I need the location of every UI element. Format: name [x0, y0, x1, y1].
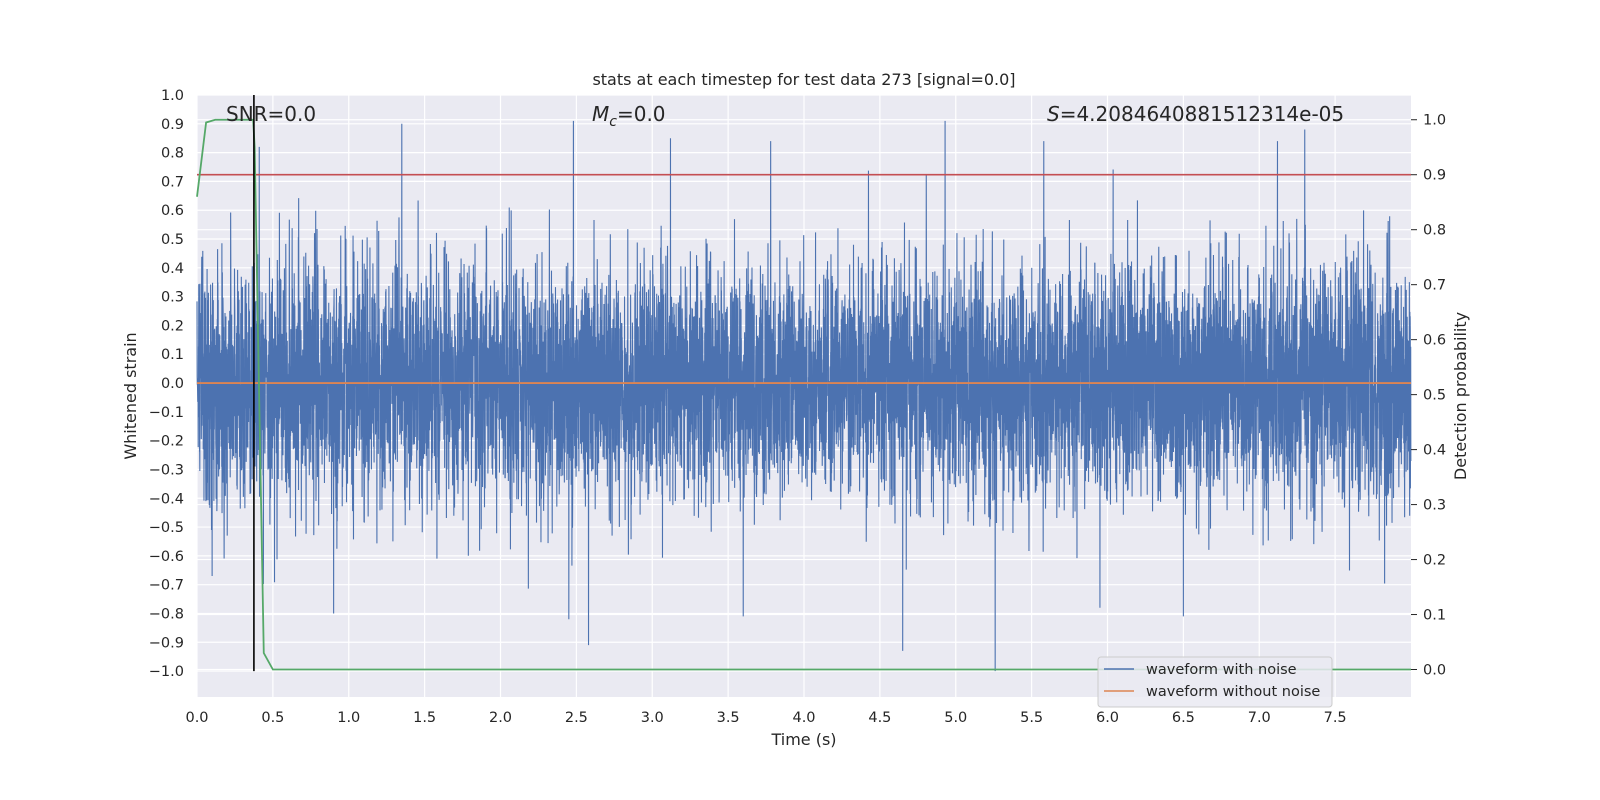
- x-tick-label: 2.0: [489, 710, 512, 726]
- x-tick-label: 3.0: [641, 710, 664, 726]
- y2-tick-label: 0.1: [1423, 608, 1446, 624]
- y-tick-label: 0.9: [161, 117, 184, 133]
- y-tick-label: −0.6: [149, 549, 184, 565]
- y2-tick-label: 0.5: [1423, 388, 1446, 404]
- y-tick-label: 0.4: [161, 261, 184, 277]
- x-tick-label: 7.5: [1324, 710, 1347, 726]
- x-tick-label: 0.5: [261, 710, 284, 726]
- y2-tick-label: 1.0: [1423, 113, 1446, 129]
- statistic-symbol: S: [1047, 102, 1060, 126]
- y-tick-label: 0.7: [161, 174, 184, 190]
- chirp-mass-subscript: c: [609, 114, 617, 130]
- y-tick-label: −0.3: [149, 462, 184, 478]
- y-tick-label: −0.2: [149, 434, 184, 450]
- x-tick-label: 4.5: [868, 710, 891, 726]
- series-waveform-with-noise: [196, 120, 1412, 672]
- x-tick-label: 4.0: [792, 710, 815, 726]
- x-tick-label: 3.5: [717, 710, 740, 726]
- y-tick-label: −0.9: [149, 635, 184, 651]
- y2-tick-label: 0.2: [1423, 553, 1446, 569]
- x-tick-label: 0.0: [185, 710, 208, 726]
- legend-box: [1097, 656, 1333, 708]
- y-tick-label: 1.0: [161, 88, 184, 104]
- y2-tick-label: 0.8: [1423, 223, 1446, 239]
- y-tick-label: −0.5: [149, 520, 184, 536]
- x-tick-label: 1.0: [337, 710, 360, 726]
- y2-axis-label: Detection probability: [1451, 312, 1470, 480]
- y2-tick-label: 0.7: [1423, 278, 1446, 294]
- legend-label-waveform-without-noise: waveform without noise: [1146, 684, 1320, 700]
- y2-tick-label: 0.4: [1423, 443, 1446, 459]
- x-tick-label: 6.0: [1096, 710, 1119, 726]
- detection-probability-line: [196, 118, 1411, 671]
- y-tick-label: −0.1: [149, 405, 184, 421]
- y-tick-label: −0.8: [149, 606, 184, 622]
- x-tick-label: 6.5: [1172, 710, 1195, 726]
- x-tick-label: 5.0: [944, 710, 967, 726]
- y-axis-label: Whitened strain: [121, 332, 140, 459]
- overlay-lines: [196, 95, 1411, 672]
- chirp-mass-value: =0.0: [617, 102, 666, 126]
- chirp-mass-annotation: Mc=0.0: [592, 102, 666, 130]
- legend: waveform with noise waveform without noi…: [1097, 656, 1333, 708]
- y2-tick-label: 0.0: [1423, 663, 1446, 679]
- y2-tick-label: 0.6: [1423, 333, 1446, 349]
- x-axis-label: Time (s): [770, 730, 836, 749]
- y-axis-right-ticks: 1.0 0.9 0.8 0.7 0.6 0.5 0.4 0.3 0.2 0.1 0.0: [1411, 113, 1446, 679]
- snr-annotation: SNR=0.0: [226, 102, 316, 126]
- chart-title: stats at each timestep for test data 273…: [592, 70, 1015, 89]
- x-tick-label: 7.0: [1248, 710, 1271, 726]
- y-tick-label: 0.5: [161, 232, 184, 248]
- y-tick-label: 0.8: [161, 146, 184, 162]
- x-axis-ticks: 0.0 0.5 1.0 1.5 2.0 2.5 3.0 3.5 4.0 4.5 5.0 5.5 6.0 6…: [185, 710, 1346, 726]
- waveform-with-noise-line: [196, 120, 1412, 672]
- y2-tick-label: 0.3: [1423, 498, 1446, 514]
- x-tick-label: 5.5: [1020, 710, 1043, 726]
- y-tick-label: 0.3: [161, 290, 184, 306]
- y-tick-label: 0.6: [161, 203, 184, 219]
- y-tick-label: 0.1: [161, 347, 184, 363]
- chirp-mass-symbol: M: [592, 102, 609, 126]
- legend-label-waveform-with-noise: waveform with noise: [1146, 662, 1297, 678]
- y-tick-label: −0.4: [149, 491, 184, 507]
- statistic-value: =4.2084640881512314e-05: [1060, 102, 1344, 126]
- y-tick-label: −0.7: [149, 578, 184, 594]
- y-tick-label: 0.2: [161, 318, 184, 334]
- x-tick-label: 1.5: [413, 710, 436, 726]
- y-axis-left-ticks: 1.0 0.9 0.8 0.7 0.6 0.5 0.4 0.3 0.2 0.1 0.0 −0.1 −0.…: [149, 88, 184, 680]
- x-tick-label: 2.5: [565, 710, 588, 726]
- y-tick-label: −1.0: [149, 664, 184, 680]
- statistic-annotation: S=4.2084640881512314e-05: [1047, 102, 1344, 126]
- y2-tick-label: 0.9: [1423, 168, 1446, 184]
- y-tick-label: 0.0: [161, 376, 184, 392]
